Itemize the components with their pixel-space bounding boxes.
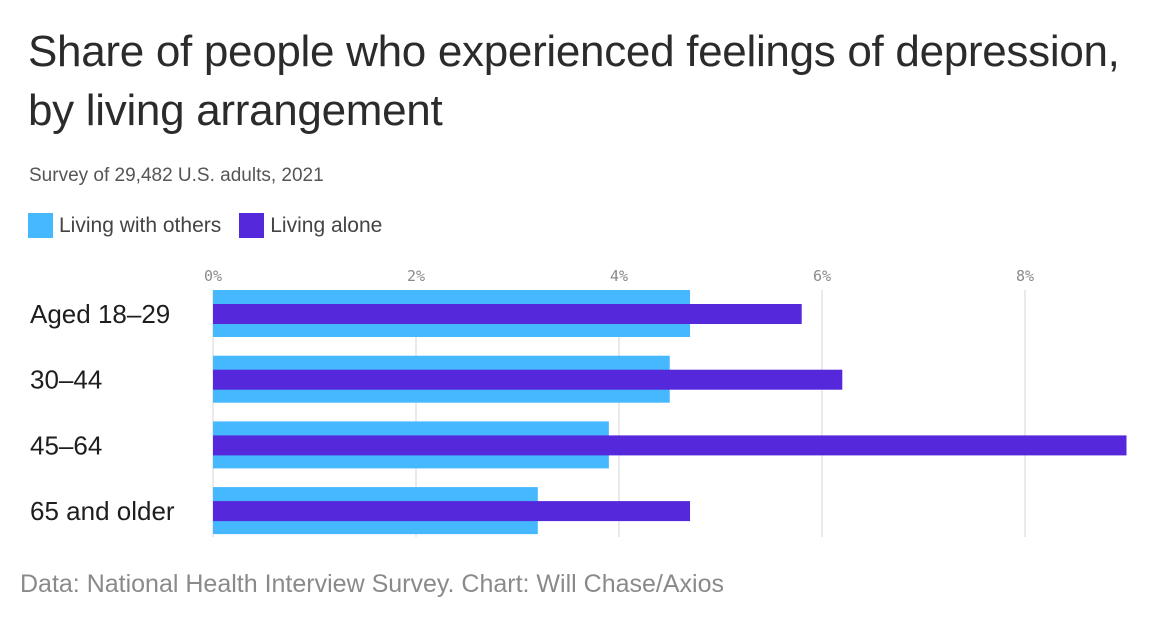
x-tick-label: 6% [813,267,831,285]
legend: Living with others Living alone [28,213,400,238]
bar-living-alone [213,435,1127,456]
source-note: Data: National Health Interview Survey. … [20,570,724,598]
chart-subtitle: Survey of 29,482 U.S. adults, 2021 [29,165,324,186]
bar-living-alone [213,369,843,390]
x-tick-label: 0% [204,267,222,285]
legend-item-living-alone: Living alone [239,213,382,238]
legend-label-living-with-others: Living with others [59,213,222,237]
x-tick-label: 4% [610,267,628,285]
chart-title: Share of people who experienced feelings… [28,27,1120,135]
category-label: Aged 18–29 [30,299,170,329]
category-label: 30–44 [30,365,102,395]
legend-item-living-with-others: Living with others [28,213,221,238]
legend-label-living-alone: Living alone [270,213,383,237]
x-tick-label: 2% [407,267,425,285]
x-tick-label: 8% [1016,267,1034,285]
legend-swatch-living-alone [239,213,265,238]
legend-swatch-living-with-others [28,213,53,238]
bar-chart: 0% 2% 4% 6% 8% Aged 18–29 30–44 45–64 65 and old… [30,267,1127,537]
bar-living-alone [213,501,691,522]
bar-living-alone [213,304,802,324]
category-label: 65 and older [30,496,175,526]
category-label: 45–64 [30,430,102,460]
